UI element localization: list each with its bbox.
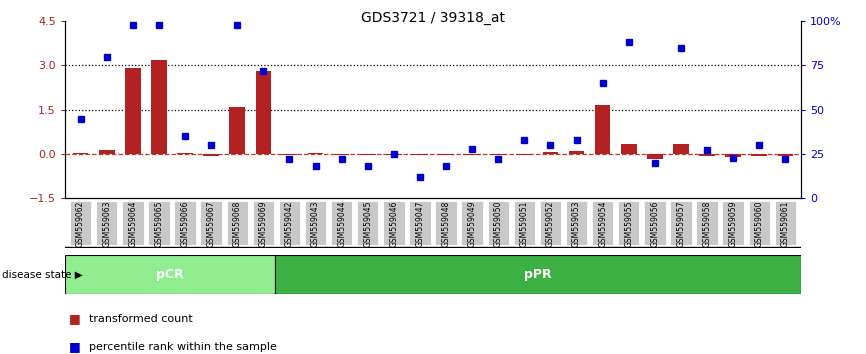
FancyBboxPatch shape [148, 201, 170, 245]
Bar [621, 144, 637, 154]
FancyBboxPatch shape [592, 201, 613, 245]
Text: GSM559069: GSM559069 [259, 201, 268, 247]
Text: GSM559045: GSM559045 [363, 201, 372, 247]
FancyBboxPatch shape [200, 201, 222, 245]
Text: GSM559055: GSM559055 [624, 201, 633, 247]
Bar [178, 153, 193, 154]
FancyBboxPatch shape [488, 201, 509, 245]
Bar [229, 107, 245, 154]
Text: GSM559064: GSM559064 [128, 201, 138, 247]
FancyBboxPatch shape [565, 201, 587, 245]
Text: pPR: pPR [524, 268, 552, 281]
FancyBboxPatch shape [383, 201, 404, 245]
Text: GSM559046: GSM559046 [390, 201, 398, 247]
FancyBboxPatch shape [227, 201, 248, 245]
Text: GSM559067: GSM559067 [207, 201, 216, 247]
Bar [726, 154, 741, 156]
Bar [360, 154, 376, 155]
Bar [151, 59, 167, 154]
FancyBboxPatch shape [722, 201, 744, 245]
Text: GSM559056: GSM559056 [650, 201, 659, 247]
FancyBboxPatch shape [540, 201, 561, 245]
FancyBboxPatch shape [696, 201, 718, 245]
Bar [307, 153, 323, 154]
Text: GSM559065: GSM559065 [154, 201, 164, 247]
Text: GSM559052: GSM559052 [546, 201, 555, 247]
Text: GSM559049: GSM559049 [468, 201, 476, 247]
Text: GSM559042: GSM559042 [285, 201, 294, 247]
Text: GSM559051: GSM559051 [520, 201, 529, 247]
Text: GSM559068: GSM559068 [233, 201, 242, 247]
Bar [543, 152, 559, 154]
Bar [752, 154, 767, 156]
FancyBboxPatch shape [357, 201, 378, 245]
Text: GSM559066: GSM559066 [180, 201, 190, 247]
Text: disease state ▶: disease state ▶ [2, 269, 82, 279]
Text: GSM559061: GSM559061 [781, 201, 790, 247]
Bar [204, 154, 219, 156]
Text: GSM559058: GSM559058 [702, 201, 712, 247]
Bar [516, 154, 533, 155]
FancyBboxPatch shape [670, 201, 692, 245]
Bar [699, 154, 715, 156]
FancyBboxPatch shape [514, 201, 535, 245]
Text: GSM559057: GSM559057 [676, 201, 686, 247]
Text: transformed count: transformed count [89, 314, 193, 324]
FancyBboxPatch shape [305, 201, 326, 245]
Text: GSM559059: GSM559059 [728, 201, 738, 247]
Text: GSM559047: GSM559047 [416, 201, 424, 247]
Bar [386, 154, 402, 155]
Text: ■: ■ [69, 312, 81, 325]
Text: pCR: pCR [156, 268, 184, 281]
Bar [647, 154, 662, 159]
Bar [569, 152, 585, 154]
Text: percentile rank within the sample: percentile rank within the sample [89, 342, 277, 352]
Text: GSM559060: GSM559060 [755, 201, 764, 247]
FancyBboxPatch shape [70, 201, 91, 245]
FancyBboxPatch shape [748, 201, 770, 245]
Text: GSM559053: GSM559053 [572, 201, 581, 247]
FancyBboxPatch shape [331, 201, 352, 245]
Bar [333, 154, 350, 155]
FancyBboxPatch shape [122, 201, 144, 245]
FancyBboxPatch shape [279, 201, 301, 245]
Bar [275, 255, 801, 294]
Bar [490, 154, 506, 155]
Text: GSM559044: GSM559044 [337, 201, 346, 247]
Text: ■: ■ [69, 341, 81, 353]
Text: GSM559043: GSM559043 [311, 201, 320, 247]
Bar [125, 68, 140, 154]
FancyBboxPatch shape [410, 201, 430, 245]
FancyBboxPatch shape [253, 201, 274, 245]
Text: GSM559062: GSM559062 [76, 201, 85, 247]
Text: GDS3721 / 39318_at: GDS3721 / 39318_at [361, 11, 505, 25]
FancyBboxPatch shape [96, 201, 118, 245]
Bar [412, 154, 428, 155]
Bar [778, 154, 793, 156]
Bar [673, 144, 688, 154]
FancyBboxPatch shape [462, 201, 483, 245]
FancyBboxPatch shape [174, 201, 196, 245]
FancyBboxPatch shape [436, 201, 456, 245]
FancyBboxPatch shape [775, 201, 796, 245]
FancyBboxPatch shape [618, 201, 639, 245]
Bar [281, 154, 297, 155]
Text: GSM559054: GSM559054 [598, 201, 607, 247]
Bar [255, 72, 271, 154]
Bar [99, 150, 114, 154]
Bar [464, 154, 480, 155]
Bar [73, 153, 88, 154]
Bar [438, 154, 454, 155]
Text: GSM559048: GSM559048 [442, 201, 450, 247]
Text: GSM559063: GSM559063 [102, 201, 111, 247]
Bar [65, 255, 275, 294]
Bar [595, 105, 611, 154]
Text: GSM559050: GSM559050 [494, 201, 503, 247]
FancyBboxPatch shape [644, 201, 666, 245]
